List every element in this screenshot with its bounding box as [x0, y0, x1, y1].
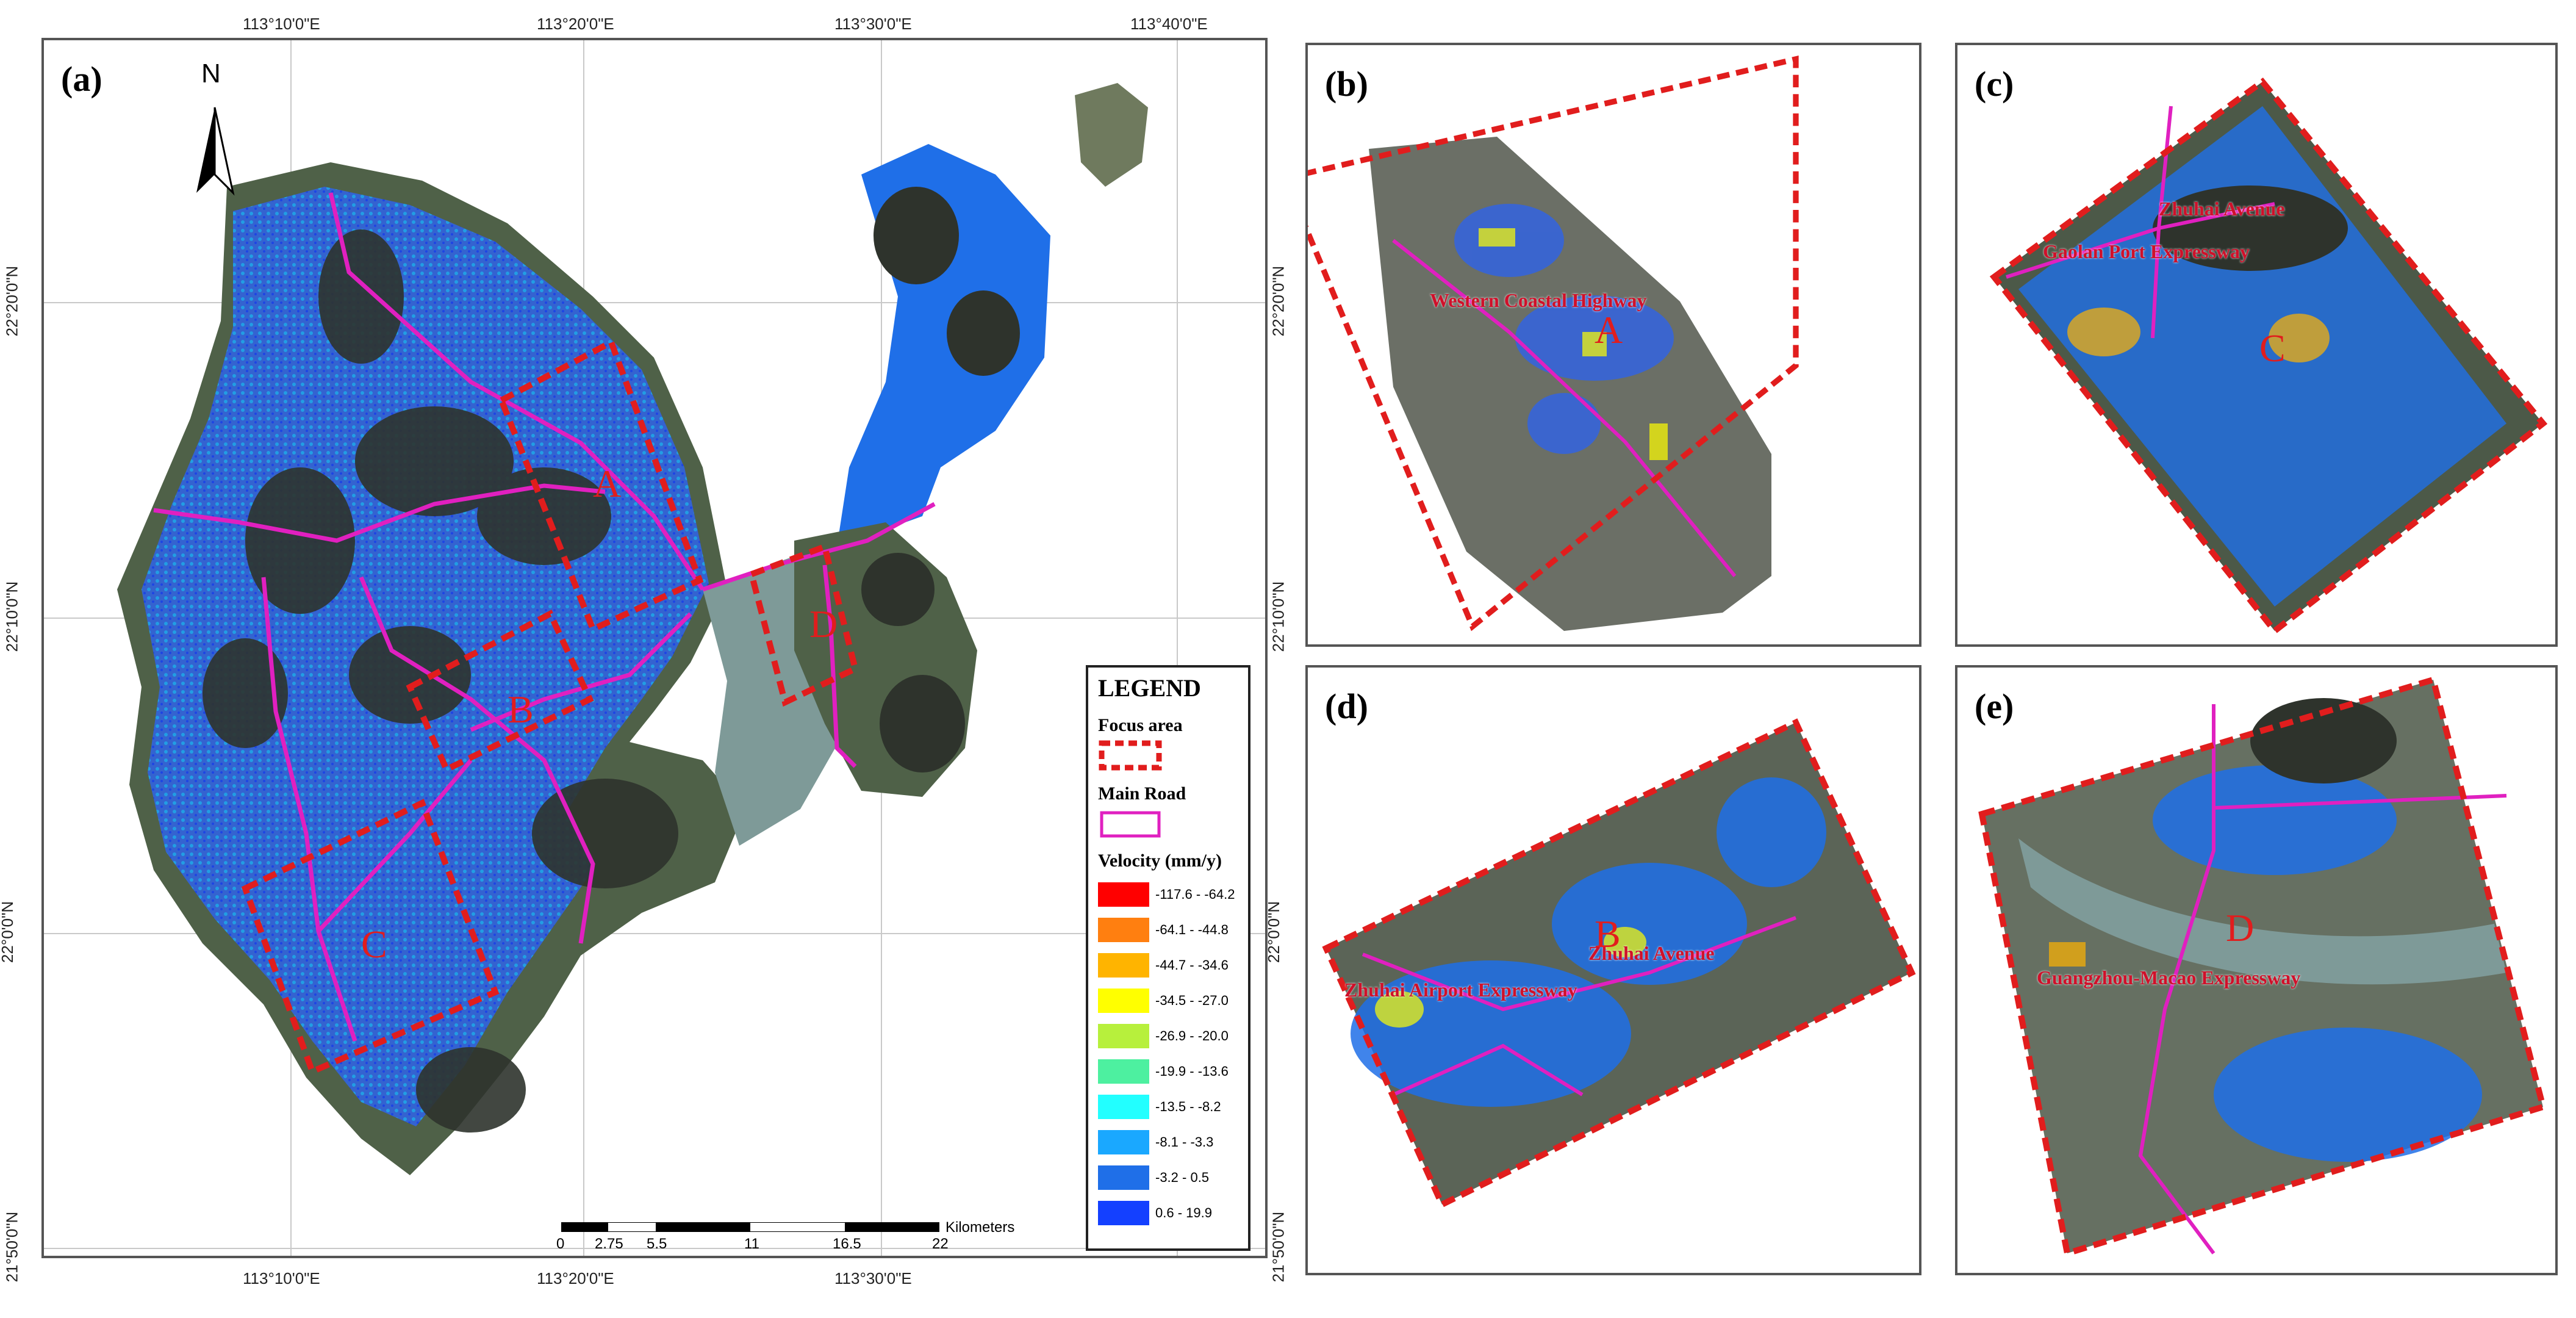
north-arrow-label: N	[201, 59, 221, 88]
legend-class-2: -44.7 - -34.6	[1098, 952, 1229, 979]
coord-right-1: 22°20'0"N	[1269, 265, 1288, 337]
scale-tick-3: 11	[744, 1236, 759, 1252]
legend-swatch-8	[1098, 1165, 1149, 1190]
legend-road-swatch	[1100, 811, 1161, 838]
coord-bottom-3: 113°30'0"E	[834, 1269, 912, 1287]
legend-class-8: -3.2 - 0.5	[1098, 1164, 1209, 1191]
legend-focus-swatch	[1099, 740, 1162, 771]
panel-label-d: (d)	[1325, 686, 1368, 726]
terrain-dark	[203, 229, 678, 1133]
coord-right-3: 22°0'0"N	[1265, 901, 1283, 963]
inset-d-canvas	[1322, 718, 1916, 1209]
inset-panel-b: (b) Western Coastal Highway A	[1305, 43, 1921, 647]
legend-velocity-heading: Velocity (mm/y)	[1098, 851, 1222, 871]
inset-c-canvas	[1989, 77, 2548, 635]
road-label-zhuhai-avenue-c: Zhuhai Avenue	[2159, 198, 2285, 220]
legend-class-9: 0.6 - 19.9	[1098, 1200, 1212, 1226]
legend-class-label-1: -64.1 - -44.8	[1155, 922, 1229, 937]
legend-class-label-8: -3.2 - 0.5	[1155, 1170, 1210, 1185]
legend-focus-heading: Focus area	[1098, 715, 1183, 735]
legend-class-label-6: -13.5 - -8.2	[1155, 1099, 1221, 1114]
coord-left-2: 22°10'0"N	[2, 581, 21, 652]
focus-label-d: D	[809, 602, 838, 646]
legend-swatch-9	[1098, 1201, 1149, 1225]
inset-panel-e: (e) Guangzhou-Macao Expressway D	[1955, 665, 2558, 1275]
coord-top-4: 113°40'0"E	[1130, 15, 1208, 33]
inset-c-focus-label: C	[2259, 326, 2286, 370]
inset-b-focus-label: A	[1595, 308, 1623, 351]
scale-tick-1: 2.75	[595, 1236, 623, 1252]
legend-swatch-6	[1098, 1095, 1149, 1119]
main-map-panel: (a)	[41, 38, 1268, 1258]
legend-class-label-2: -44.7 - -34.6	[1155, 957, 1229, 973]
legend-class-5: -19.9 - -13.6	[1098, 1058, 1229, 1085]
legend-swatch-5	[1098, 1059, 1149, 1084]
panel-label-e: (e)	[1975, 686, 2014, 726]
north-arrow	[196, 107, 235, 196]
coord-bottom-1: 113°10'0"E	[243, 1269, 320, 1287]
coord-right-2: 22°10'0"N	[1269, 581, 1288, 652]
inset-e-canvas	[1978, 675, 2547, 1258]
road-label-zhuhai-airport: Zhuhai Airport Expressway	[1344, 979, 1577, 1001]
focus-label-c: C	[361, 923, 387, 966]
panel-label-b: (b)	[1325, 64, 1368, 104]
scale-tick-5: 22	[932, 1236, 949, 1252]
coord-top-1: 113°10'0"E	[243, 15, 320, 33]
legend-class-1: -64.1 - -44.8	[1098, 916, 1229, 943]
panel-label-a: (a)	[61, 59, 102, 99]
legend-swatch-1	[1098, 918, 1149, 942]
inset-e-focus-label: D	[2226, 906, 2255, 949]
inset-d-focus-label: B	[1595, 912, 1621, 956]
coord-left-3: 22°0'0"N	[0, 901, 17, 963]
legend-class-label-4: -26.9 - -20.0	[1155, 1028, 1229, 1043]
map-legend: LEGEND Focus area Main Road Velocity (mm…	[1086, 665, 1250, 1251]
scale-bar	[561, 1222, 939, 1232]
legend-swatch-4	[1098, 1024, 1149, 1048]
coord-top-3: 113°30'0"E	[834, 15, 912, 33]
legend-swatch-2	[1098, 953, 1149, 978]
scale-tick-0: 0	[556, 1236, 565, 1252]
coord-top-2: 113°20'0"E	[537, 15, 614, 33]
legend-road-heading: Main Road	[1098, 783, 1186, 804]
legend-class-label-7: -8.1 - -3.3	[1155, 1134, 1214, 1150]
north-islet	[1075, 83, 1148, 187]
east-terrain	[861, 187, 1020, 772]
legend-class-6: -13.5 - -8.2	[1098, 1093, 1221, 1120]
legend-class-label-0: -117.6 - -64.2	[1155, 887, 1235, 902]
legend-class-4: -26.9 - -20.0	[1098, 1023, 1229, 1050]
legend-title: LEGEND	[1098, 674, 1201, 702]
inset-panel-c: (c) Zhuhai Avenue Gaolan Port Expressway…	[1955, 43, 2558, 647]
main-map-canvas	[44, 40, 1265, 1256]
focus-area-boxes	[241, 337, 859, 1076]
scale-unit: Kilometers	[945, 1219, 1015, 1236]
road-label-guangzhou-macao: Guangzhou-Macao Expressway	[2037, 967, 2301, 988]
scale-tick-2: 5.5	[647, 1236, 667, 1252]
legend-class-label-5: -19.9 - -13.6	[1155, 1064, 1229, 1079]
panel-label-c: (c)	[1975, 64, 2014, 104]
scale-tick-4: 16.5	[833, 1236, 861, 1252]
coord-bottom-2: 113°20'0"E	[537, 1269, 614, 1287]
inset-panel-d: (d) Zhuhai Airport Expressway Zhuhai Ave…	[1305, 665, 1921, 1275]
road-label-western-coastal: Western Coastal Highway	[1430, 289, 1647, 311]
coord-right-4: 21°50'0"N	[1269, 1211, 1288, 1283]
focus-label-a: A	[593, 462, 622, 505]
coord-left-4: 21°50'0"N	[2, 1211, 21, 1283]
coord-left-1: 22°20'0"N	[2, 265, 21, 337]
legend-swatch-3	[1098, 988, 1149, 1013]
legend-swatch-0	[1098, 882, 1149, 907]
legend-class-label-3: -34.5 - -27.0	[1155, 993, 1229, 1008]
legend-class-3: -34.5 - -27.0	[1098, 987, 1229, 1014]
road-label-zhuhai-avenue-d: Zhuhai Avenue	[1588, 942, 1715, 964]
focus-label-b: B	[508, 688, 534, 731]
legend-class-7: -8.1 - -3.3	[1098, 1129, 1213, 1156]
legend-swatch-7	[1098, 1130, 1149, 1154]
legend-class-label-9: 0.6 - 19.9	[1155, 1205, 1212, 1220]
inset-b-canvas	[1308, 55, 1799, 632]
road-label-gaolan-port: Gaolan Port Expressway	[2043, 240, 2250, 262]
legend-class-0: -117.6 - -64.2	[1098, 881, 1235, 908]
